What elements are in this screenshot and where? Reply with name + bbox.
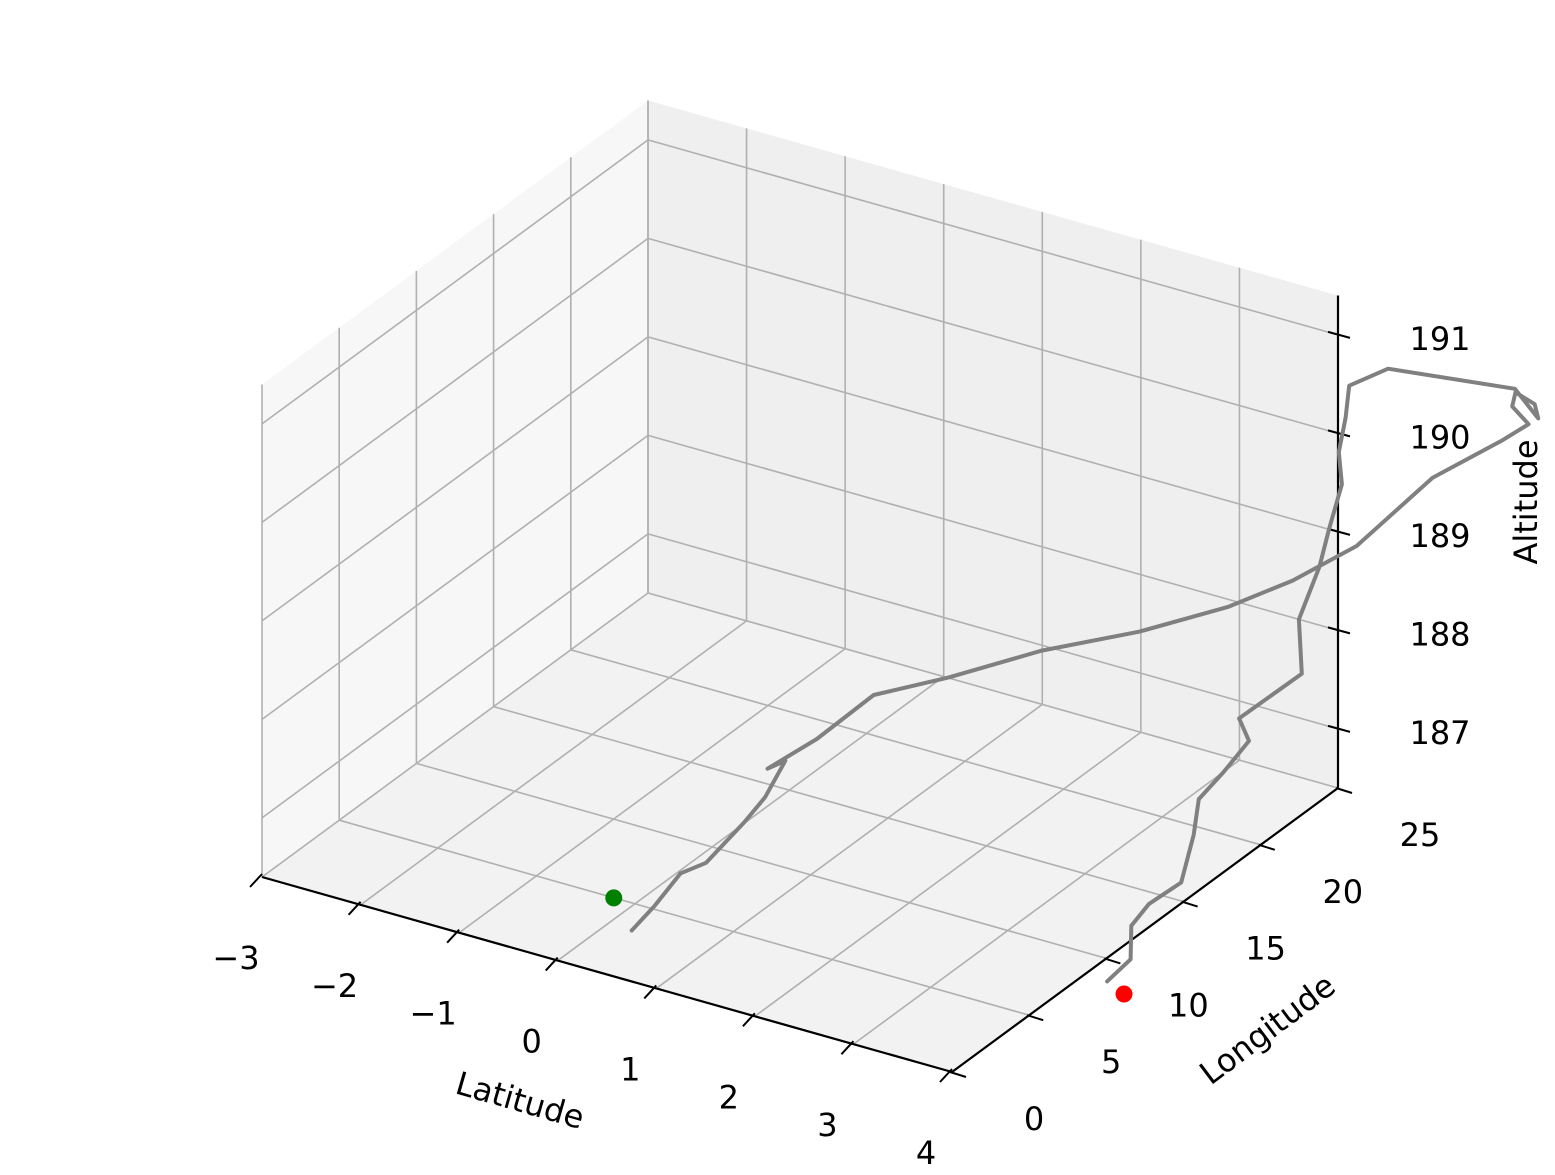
grid-line-x-floor xyxy=(754,731,1142,1017)
x-tick-label: 1 xyxy=(620,1050,640,1088)
grid-line-z-back xyxy=(647,434,1339,632)
x-tick-label: 4 xyxy=(916,1134,936,1172)
y-tick-label: 25 xyxy=(1400,816,1441,854)
y-tick xyxy=(1026,1014,1044,1022)
grid-line-z-back xyxy=(647,237,1339,435)
grid-line-z-left xyxy=(261,237,649,524)
x-tick xyxy=(643,984,658,1000)
y-tick xyxy=(949,1071,967,1078)
z-tick xyxy=(1327,330,1351,339)
y-tick-label: 15 xyxy=(1245,930,1286,968)
y-tick-label: 0 xyxy=(1024,1100,1044,1138)
axis-lines xyxy=(249,295,1353,1083)
grid-line-z-back xyxy=(647,139,1339,336)
x-axis-line xyxy=(261,875,953,1074)
grid-line-y-floor xyxy=(493,705,1184,903)
z-tick-label: 189 xyxy=(1409,517,1470,555)
x-tick xyxy=(249,873,263,888)
y-tick xyxy=(1104,957,1121,965)
y-tick xyxy=(1335,787,1353,794)
x-tick-label: 2 xyxy=(719,1078,739,1116)
grid-line-x-floor xyxy=(261,592,649,878)
z-tick xyxy=(1327,626,1351,635)
left-wall-pane xyxy=(262,100,648,877)
z-tick xyxy=(1327,527,1351,536)
end-point xyxy=(1115,985,1133,1003)
grid-line-y-floor xyxy=(647,592,1339,789)
z-axis-label: Altitude xyxy=(1507,439,1545,564)
start-point xyxy=(605,889,623,907)
y-axis-line xyxy=(951,787,1339,1073)
data-series xyxy=(605,366,1541,1003)
grid-line-x-floor xyxy=(557,675,945,962)
grid-lines xyxy=(261,100,1339,1073)
y-axis-label: Longitude xyxy=(1192,966,1342,1092)
grid-line-z-left xyxy=(261,139,649,425)
z-tick-label: 188 xyxy=(1409,615,1470,653)
grid-line-x-floor xyxy=(360,620,748,906)
grid-line-x-floor xyxy=(458,648,846,934)
grid-line-z-back xyxy=(647,336,1339,533)
tick-labels: −3 −2 −1 0 1 2 3 4 0 5 10 15 20 25 187 188 189 190 191 xyxy=(212,320,1470,1172)
z-tick xyxy=(1327,429,1351,438)
x-tick xyxy=(347,901,362,916)
y-tick-label: 5 xyxy=(1101,1043,1121,1081)
y-tick xyxy=(1181,900,1198,908)
y-tick xyxy=(1258,843,1276,851)
z-tick xyxy=(1327,724,1351,733)
y-tick-label: 10 xyxy=(1168,986,1209,1024)
z-tick-label: 187 xyxy=(1409,714,1470,752)
x-tick-label: −1 xyxy=(410,995,457,1033)
x-tick-label: 0 xyxy=(522,1023,542,1061)
grid-line-y-floor xyxy=(416,762,1107,960)
x-tick-label: −3 xyxy=(212,939,259,977)
grid-line-x-floor xyxy=(655,703,1043,990)
axis-panes xyxy=(262,100,1338,1072)
x-tick-label: −2 xyxy=(311,967,358,1005)
x-tick xyxy=(840,1040,855,1055)
x-tick xyxy=(742,1012,756,1027)
x-tick xyxy=(544,956,559,972)
grid-line-z-left xyxy=(261,336,649,622)
x-tick xyxy=(939,1068,953,1083)
grid-line-y-floor xyxy=(570,649,1262,846)
x-tick-label: 3 xyxy=(817,1106,837,1144)
x-tick xyxy=(446,929,460,944)
back-wall-pane xyxy=(648,100,1338,788)
grid-line-z-left xyxy=(261,434,649,721)
grid-line-y-floor xyxy=(338,819,1030,1016)
grid-line-x-floor xyxy=(852,759,1240,1045)
x-axis-label: Latitude xyxy=(451,1064,588,1137)
z-tick-label: 190 xyxy=(1409,418,1470,456)
grid-line-z-left xyxy=(261,533,649,819)
track-line xyxy=(629,366,1541,984)
grid-line-z-back xyxy=(647,533,1339,730)
y-tick-label: 20 xyxy=(1322,873,1363,911)
z-tick-label: 191 xyxy=(1409,320,1470,358)
